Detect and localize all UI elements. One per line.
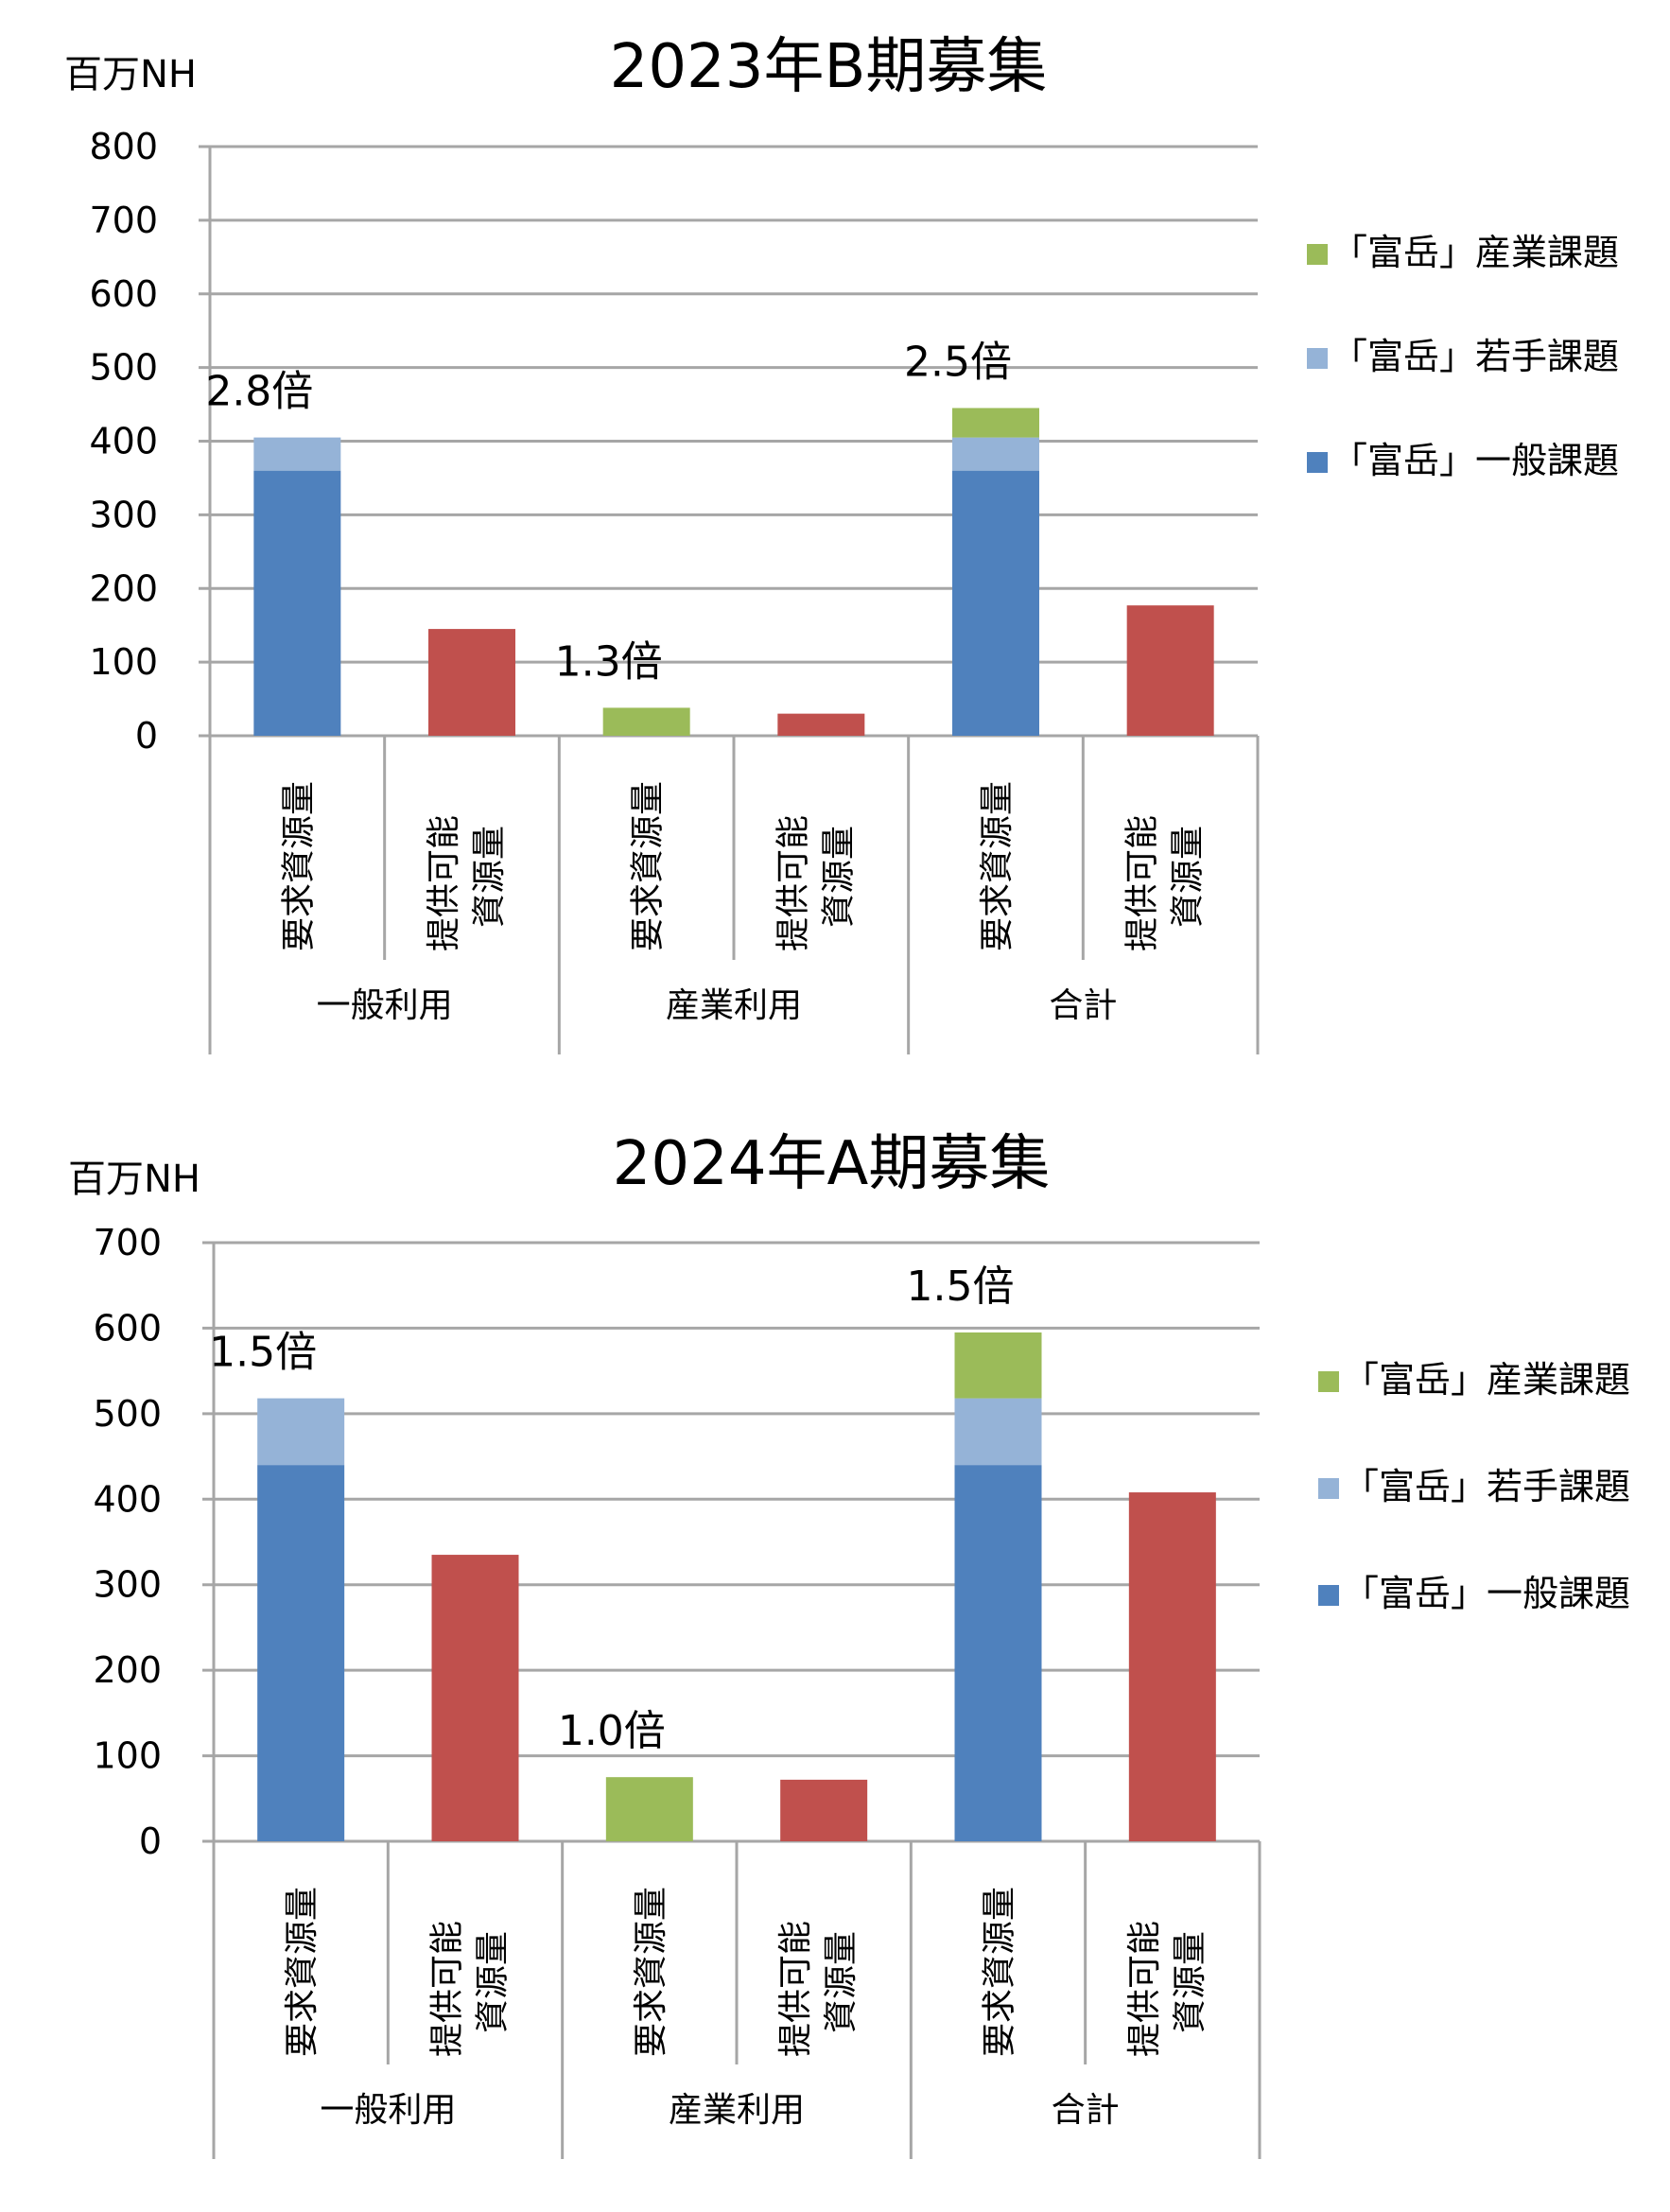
category-label: 提供可能 資源量 [425,815,509,951]
bar-segment [952,408,1039,438]
legend-entry: 「富岳」一般課題 [1343,1573,1630,1614]
category-label: 提供可能 資源量 [774,815,858,951]
y-tick-label: 300 [93,1564,162,1606]
chart-title: 2023年B期募集 [610,32,1048,102]
legend-entry: 「富岳」若手課題 [1331,336,1619,377]
bar-segment [431,1555,519,1841]
legend-entry: 「富岳」一般課題 [1331,440,1619,481]
ratio-annotation: 1.0倍 [558,1707,666,1755]
bar-segment [1128,1492,1216,1841]
category-label: 提供可能 資源量 [1125,1921,1209,2057]
group-label: 一般利用 [317,986,453,1025]
category-label: 要求資源量 [629,781,668,951]
legend-swatch [1307,244,1328,265]
bar-segment [257,1465,345,1841]
y-tick-label: 800 [89,126,158,167]
y-tick-label: 300 [89,494,158,535]
bar-segment [952,470,1039,736]
category-label: 要求資源量 [978,781,1017,951]
group-label: 一般利用 [320,2091,456,2130]
y-tick-label: 0 [139,1820,162,1862]
legend-entry: 「富岳」産業課題 [1343,1359,1630,1401]
category-label: 提供可能 資源量 [428,1921,513,2057]
y-tick-label: 700 [93,1222,162,1263]
category-label: 要求資源量 [283,1887,322,2057]
legend-swatch [1318,1478,1339,1499]
legend-swatch [1307,452,1328,473]
category-label: 要求資源量 [279,781,318,951]
y-tick-label: 700 [89,200,158,241]
chart-2: 2024年A期募集 百万NH 0 100 200 300 400 500 600 700 1.5倍要… [68,1129,1630,2159]
bar-segment [777,713,865,736]
y-tick-label: 200 [89,567,158,609]
y-tick-label: 500 [89,347,158,389]
bar-segment [780,1779,868,1841]
bar-segment [954,1465,1042,1841]
bar-segment [952,437,1039,471]
group-label: 産業利用 [666,986,802,1025]
ratio-annotation: 1.5倍 [209,1329,317,1377]
group-label: 合計 [1052,2091,1120,2130]
y-tick-label: 600 [89,273,158,315]
legend-swatch [1318,1371,1339,1392]
bar-segment [253,470,341,736]
category-label: 要求資源量 [632,1887,670,2057]
y-tick-label: 200 [93,1649,162,1691]
bar-segment [253,437,341,471]
group-label: 合計 [1049,986,1117,1025]
legend-entry: 「富岳」産業課題 [1331,232,1619,273]
y-tick-label: 600 [93,1307,162,1349]
y-tick-label: 500 [93,1393,162,1435]
y-tick-label: 100 [89,641,158,683]
bar-segment [602,707,690,736]
bar-segment [428,629,515,736]
chart-1: 2023年B期募集 百万NH 0 100 200 300 400 500 600 700 800 2.… [64,32,1619,1054]
ratio-annotation: 1.3倍 [555,637,663,686]
bar-segment [1126,605,1214,736]
bar-segment [605,1777,693,1841]
legend-swatch [1318,1585,1339,1606]
y-tick-label: 100 [93,1735,162,1777]
y-tick-label: 400 [89,421,158,462]
bar-segment [954,1398,1042,1466]
bar-segment [954,1332,1042,1399]
y-tick-label: 0 [135,715,158,757]
group-label: 産業利用 [669,2091,805,2130]
ratio-annotation: 1.5倍 [907,1263,1015,1311]
ratio-annotation: 2.5倍 [904,338,1012,386]
ratio-annotation: 2.8倍 [205,368,313,416]
y-axis-unit: 百万NH [64,53,197,96]
y-axis-unit: 百万NH [68,1158,200,1201]
category-label: 提供可能 資源量 [776,1921,861,2057]
legend-entry: 「富岳」若手課題 [1343,1466,1630,1507]
category-label: 要求資源量 [981,1887,1019,2057]
y-tick-label: 400 [93,1478,162,1520]
bar-segment [257,1398,345,1466]
category-label: 提供可能 資源量 [1123,815,1208,951]
chart-title: 2024年A期募集 [613,1129,1051,1199]
legend-swatch [1307,348,1328,369]
